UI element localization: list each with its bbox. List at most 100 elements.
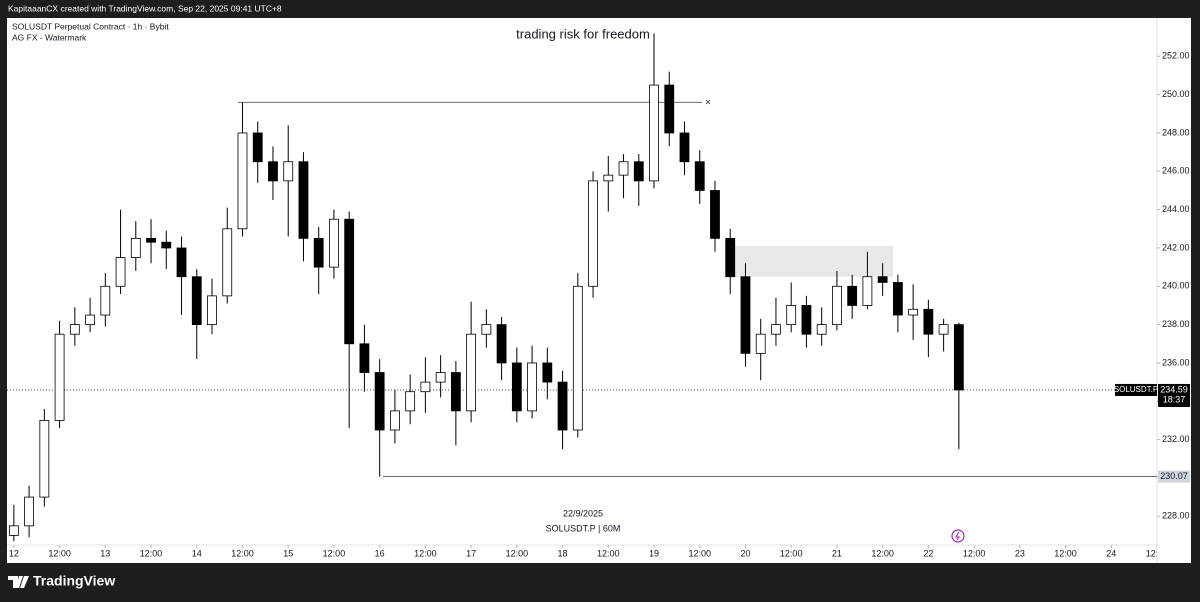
candle-body: [54, 333, 65, 421]
watermark-date: 22/9/2025: [563, 508, 603, 518]
candle-body: [191, 276, 202, 326]
x-tick-label: 15: [283, 548, 293, 558]
y-tick-label: 236.00: [1162, 357, 1190, 367]
candle-body: [679, 132, 690, 163]
candle-body: [146, 237, 156, 243]
x-tick-label: 12:00: [414, 548, 437, 558]
candle: [450, 361, 461, 446]
x-tick-label: 23: [1015, 548, 1025, 558]
price-label-box: [1158, 383, 1190, 407]
candle: [344, 211, 355, 429]
candle-body: [85, 314, 95, 326]
candle: [832, 270, 842, 331]
candle: [953, 322, 964, 450]
candle-body: [847, 285, 858, 306]
candle-body: [588, 180, 598, 287]
symbol-label-box: [1115, 383, 1157, 396]
candle: [542, 347, 553, 400]
x-tick-label: 16: [375, 548, 385, 558]
x-tick-label: 12: [9, 548, 19, 558]
candle: [39, 408, 50, 507]
candle-body: [100, 285, 111, 316]
annotation: trading risk for freedom: [516, 26, 650, 41]
candle: [176, 236, 187, 316]
candle-body: [390, 410, 400, 431]
brand-name: TradingView: [33, 573, 115, 589]
x-tick-label: 17: [466, 548, 476, 558]
candle-body: [801, 305, 812, 335]
x-tick-label: 12:00: [506, 548, 529, 558]
candle-body: [542, 362, 553, 383]
candle-body: [237, 132, 248, 230]
candle: [481, 309, 492, 348]
x-tick-label: 12:00: [871, 548, 894, 558]
candle-body: [892, 282, 903, 316]
candle-body: [771, 324, 781, 335]
x-tick-label: 22: [923, 548, 933, 558]
candle: [786, 282, 797, 333]
candle-body: [938, 324, 949, 335]
x-tick-label: 24: [1106, 548, 1116, 558]
plot-background: [7, 18, 1191, 563]
time-axis: 12 12:00 13 12:00 14 12:00 15 12:00 16 12:00 17 12:…: [9, 545, 1169, 558]
candle-body: [953, 324, 964, 391]
x-tick-label: 13: [100, 548, 110, 558]
lightning-icon[interactable]: [951, 529, 965, 543]
candle: [755, 318, 766, 381]
candle-body: [69, 324, 80, 335]
candle-body: [161, 241, 172, 249]
x-tick-label: 12:00: [597, 548, 620, 558]
candle-body: [405, 391, 416, 412]
y-tick-label: 250.00: [1162, 89, 1190, 99]
candle: [313, 226, 324, 294]
candle-body: [435, 372, 446, 383]
candle-body: [283, 161, 294, 182]
candle-body: [222, 228, 233, 297]
candle-body: [664, 84, 675, 134]
candle: [847, 274, 858, 319]
candle-body: [862, 276, 873, 306]
candle-body: [740, 276, 751, 354]
candle: [161, 230, 172, 270]
candle: [420, 357, 431, 413]
candle-body: [572, 285, 583, 431]
candle-body: [832, 285, 842, 326]
candle: [557, 370, 568, 450]
candle: [771, 297, 781, 346]
candle: [694, 150, 705, 204]
candle: [633, 154, 644, 206]
candle: [877, 263, 888, 296]
level-label-box: [1158, 470, 1190, 483]
candle-body: [252, 132, 263, 163]
candle: [237, 102, 248, 237]
candle-body: [725, 237, 736, 278]
y-tick-label: 244.00: [1162, 204, 1190, 214]
candle-body: [176, 247, 187, 278]
x-tick-label: 14: [192, 548, 202, 558]
candle: [405, 374, 416, 425]
x-tick-label: 19: [649, 548, 659, 558]
watermark-symbol: SOLUSDT.P | 60M: [546, 523, 621, 533]
x-tick-label: 12:00: [688, 548, 711, 558]
candle: [222, 207, 233, 304]
candle-body: [496, 324, 507, 364]
y-tick-label: 228.00: [1162, 511, 1190, 521]
candle: [725, 228, 736, 294]
candle: [892, 274, 903, 333]
candle: [359, 324, 370, 392]
x-tick-label: 12:00: [1146, 548, 1169, 558]
y-tick-label: 248.00: [1162, 127, 1190, 137]
candle: [54, 320, 65, 429]
candle-body: [298, 161, 309, 239]
symbol-info: SOLUSDT Perpetual Contract · 1h · Bybit: [12, 21, 169, 31]
candle-body: [130, 237, 141, 258]
candle: [816, 307, 827, 346]
x-tick-label: 20: [740, 548, 750, 558]
candle-body: [268, 161, 278, 182]
candle-body: [481, 324, 492, 335]
price-label: 234.59: [1160, 384, 1188, 394]
candle: [649, 33, 659, 189]
y-tick-label: 240.00: [1162, 281, 1190, 291]
countdown: 18:37: [1163, 394, 1186, 404]
